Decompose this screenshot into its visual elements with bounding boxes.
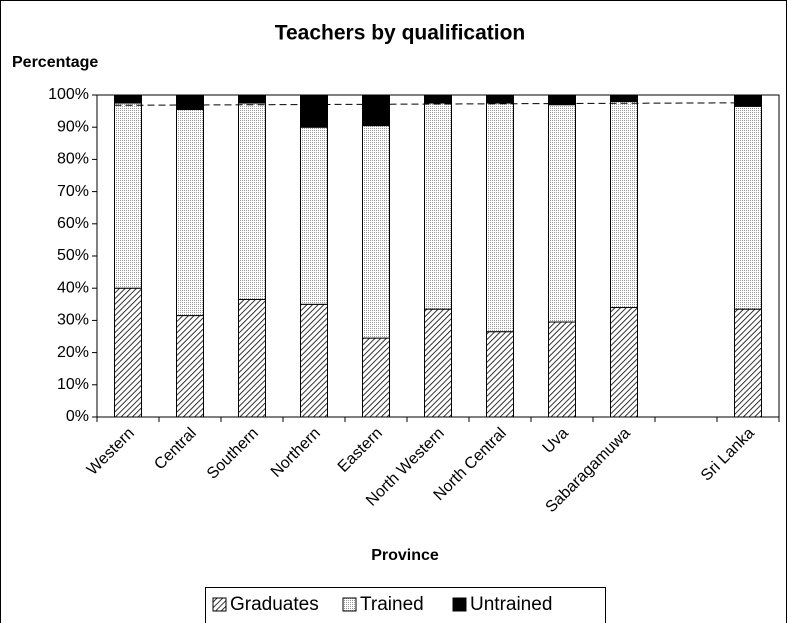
reference-line: [114, 102, 762, 106]
y-tick-label: 30%: [57, 312, 89, 329]
x-tick-label: Uva: [540, 425, 572, 457]
bar-segment: [362, 337, 390, 418]
bar-segment: [300, 126, 328, 305]
y-axis-label: Percentage: [12, 54, 98, 71]
bar-segment: [424, 102, 452, 310]
x-tick-label: Central: [151, 425, 200, 474]
bar-segment: [362, 125, 390, 339]
y-tick-label: 90%: [57, 118, 89, 135]
bar-segment: [114, 287, 142, 418]
bar-segment: [610, 307, 638, 418]
y-tick-label: 60%: [57, 215, 89, 232]
bar-segment: [548, 104, 576, 323]
x-tick-label: Sri Lanka: [698, 425, 758, 485]
x-axis-label: Province: [371, 547, 439, 564]
legend-swatch: [342, 597, 357, 612]
bar-segment: [176, 94, 204, 110]
bar-segment: [238, 102, 266, 300]
bar-segment: [548, 321, 576, 418]
legend-swatch: [452, 597, 467, 612]
bar-segment: [610, 100, 638, 309]
bar-segment: [486, 94, 514, 104]
bar-segment: [362, 94, 390, 127]
y-tick-label: 50%: [57, 247, 89, 264]
bar-segment: [610, 94, 638, 102]
x-tick-label: Southern: [204, 425, 262, 483]
bar-segment: [300, 94, 328, 128]
y-tick-label: 100%: [48, 86, 89, 103]
y-tick-label: 0%: [66, 408, 89, 425]
y-tick-label: 40%: [57, 279, 89, 296]
bar-segment: [734, 94, 762, 107]
bar-segment: [486, 331, 514, 418]
legend-label: Trained: [360, 594, 424, 615]
bar-segment: [114, 94, 142, 104]
legend-label: Graduates: [230, 594, 319, 615]
bar-segment: [548, 94, 576, 106]
bar-segment: [734, 308, 762, 418]
y-tick-label: 80%: [57, 151, 89, 168]
x-tick-label: Western: [84, 425, 138, 479]
bar-segment: [176, 108, 204, 317]
bar-segment: [424, 308, 452, 418]
x-tick-label: Northern: [268, 425, 324, 481]
bar-segment: [424, 94, 452, 104]
y-tick-label: 20%: [57, 344, 89, 361]
legend-box: [205, 587, 606, 623]
bar-segment: [238, 94, 266, 104]
chart-title: Teachers by qualification: [275, 22, 526, 45]
bar-segment: [734, 105, 762, 310]
bar-segment: [176, 315, 204, 418]
y-tick-label: 70%: [57, 183, 89, 200]
bar-segment: [238, 298, 266, 418]
bar-segment: [486, 102, 514, 333]
bar-segment: [114, 102, 142, 289]
legend-label: Untrained: [470, 594, 552, 615]
x-tick-label: Eastern: [335, 425, 386, 476]
bar-segment: [300, 303, 328, 418]
legend-swatch: [212, 597, 227, 612]
y-tick-label: 10%: [57, 376, 89, 393]
